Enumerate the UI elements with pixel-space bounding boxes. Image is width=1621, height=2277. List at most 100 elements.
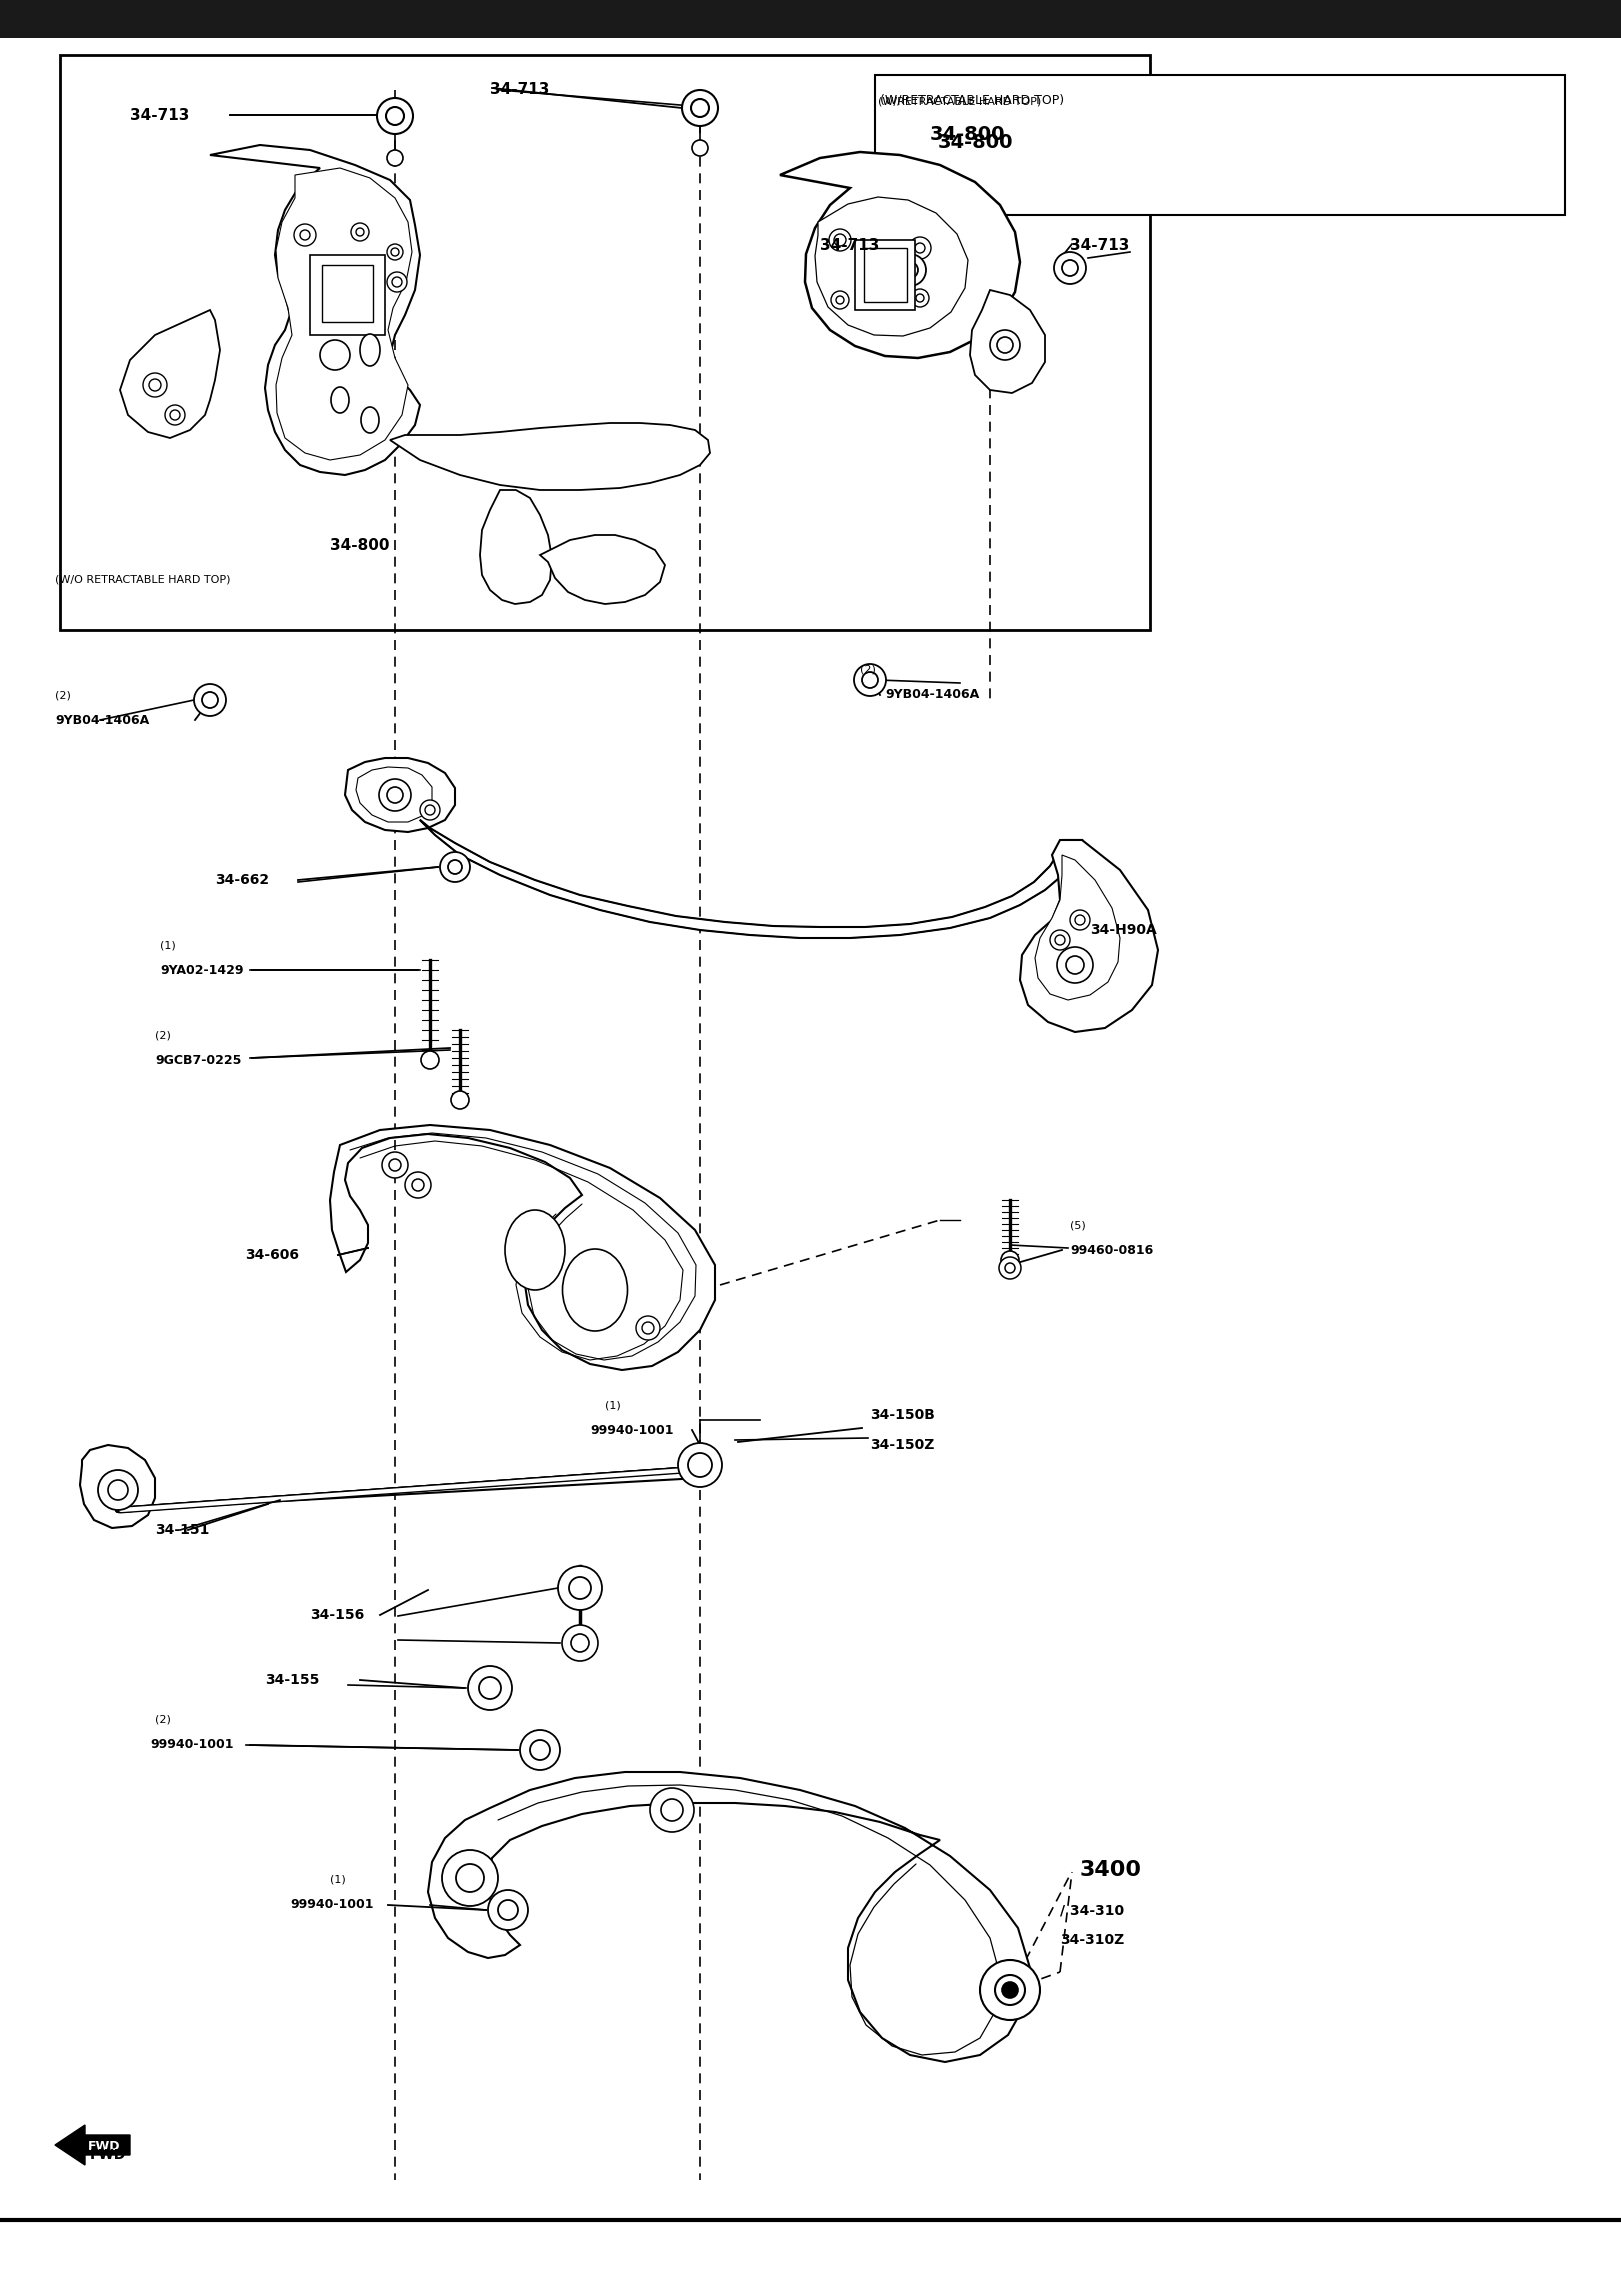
Circle shape [642, 1323, 653, 1334]
Text: 34-713: 34-713 [490, 82, 550, 98]
Text: (W/O RETRACTABLE HARD TOP): (W/O RETRACTABLE HARD TOP) [55, 576, 230, 585]
Circle shape [456, 1865, 485, 1892]
Text: 34-150Z: 34-150Z [870, 1439, 934, 1453]
Polygon shape [79, 1446, 156, 1528]
Bar [0, 0, 1621, 39]
Text: 34-713: 34-713 [1070, 237, 1130, 253]
Polygon shape [331, 1125, 715, 1371]
Text: 34-800: 34-800 [939, 132, 1013, 153]
Ellipse shape [360, 335, 379, 367]
Text: 34-156: 34-156 [310, 1608, 365, 1621]
Circle shape [425, 806, 434, 815]
Circle shape [914, 244, 926, 253]
Polygon shape [540, 535, 665, 603]
Text: 3400: 3400 [1080, 1860, 1143, 1881]
Circle shape [387, 788, 404, 804]
Circle shape [520, 1731, 559, 1769]
Circle shape [319, 339, 350, 369]
Circle shape [635, 1316, 660, 1339]
Text: 34-662: 34-662 [216, 872, 269, 888]
Circle shape [1055, 936, 1065, 945]
Circle shape [391, 248, 399, 255]
Circle shape [412, 1179, 425, 1191]
Ellipse shape [562, 1250, 627, 1332]
Circle shape [420, 799, 439, 820]
Text: 99940-1001: 99940-1001 [290, 1899, 373, 1910]
Text: 34-H90A: 34-H90A [1089, 922, 1157, 938]
Text: 9YB04-1406A: 9YB04-1406A [885, 688, 979, 701]
Circle shape [439, 852, 470, 881]
Circle shape [143, 373, 167, 396]
Circle shape [165, 405, 185, 426]
Text: (2): (2) [55, 690, 71, 699]
Circle shape [386, 107, 404, 125]
Circle shape [300, 230, 310, 239]
Circle shape [909, 237, 930, 260]
Circle shape [569, 1578, 592, 1598]
Ellipse shape [506, 1209, 566, 1291]
Ellipse shape [331, 387, 349, 412]
Polygon shape [420, 820, 1081, 938]
Text: 34-713: 34-713 [820, 237, 879, 253]
Circle shape [1070, 911, 1089, 929]
Text: (1): (1) [605, 1400, 621, 1409]
Circle shape [498, 1899, 519, 1920]
Circle shape [1054, 253, 1086, 285]
Text: (W/RETRACTABLE HARD TOP): (W/RETRACTABLE HARD TOP) [879, 98, 1041, 107]
Circle shape [1002, 1981, 1018, 1997]
Text: 9YA02-1429: 9YA02-1429 [160, 963, 243, 977]
Circle shape [836, 296, 845, 305]
Polygon shape [391, 424, 710, 490]
Circle shape [195, 683, 225, 715]
Text: 34-713: 34-713 [130, 107, 190, 123]
Circle shape [352, 223, 370, 241]
Circle shape [293, 223, 316, 246]
Text: (1): (1) [160, 940, 175, 950]
Circle shape [995, 1974, 1024, 2006]
Circle shape [661, 1799, 682, 1822]
Circle shape [997, 337, 1013, 353]
Polygon shape [1034, 854, 1120, 1000]
Circle shape [421, 1052, 439, 1068]
Text: FWD: FWD [88, 2140, 120, 2152]
Circle shape [1062, 260, 1078, 276]
Circle shape [468, 1667, 512, 1710]
Polygon shape [1020, 840, 1157, 1031]
Bar [864, 248, 908, 303]
Circle shape [451, 1091, 468, 1109]
Circle shape [387, 150, 404, 166]
Text: 34-155: 34-155 [264, 1674, 319, 1687]
Circle shape [488, 1890, 528, 1931]
Text: 34-310Z: 34-310Z [1060, 1933, 1125, 1947]
Polygon shape [276, 168, 412, 460]
Circle shape [405, 1173, 431, 1198]
Bar [875, 75, 1564, 214]
Circle shape [1005, 1264, 1015, 1273]
Polygon shape [211, 146, 420, 476]
Circle shape [911, 289, 929, 307]
Polygon shape [815, 198, 968, 337]
Text: (1): (1) [331, 1874, 345, 1885]
Text: (2): (2) [156, 1715, 170, 1726]
Circle shape [833, 235, 846, 246]
Circle shape [678, 1444, 721, 1487]
Circle shape [687, 1453, 712, 1478]
Polygon shape [480, 490, 553, 603]
Circle shape [530, 1740, 550, 1760]
Circle shape [109, 1480, 128, 1501]
Text: 34-800: 34-800 [331, 537, 389, 553]
Circle shape [203, 692, 217, 708]
Circle shape [862, 672, 879, 688]
Bar [854, 239, 914, 310]
Circle shape [1067, 956, 1084, 975]
Circle shape [1002, 1250, 1020, 1268]
Circle shape [895, 255, 926, 287]
Polygon shape [357, 767, 433, 822]
Circle shape [901, 262, 917, 278]
Polygon shape [969, 289, 1046, 394]
Circle shape [981, 1960, 1041, 2020]
Circle shape [392, 278, 402, 287]
Circle shape [1050, 929, 1070, 950]
Circle shape [916, 294, 924, 303]
Circle shape [558, 1567, 601, 1610]
